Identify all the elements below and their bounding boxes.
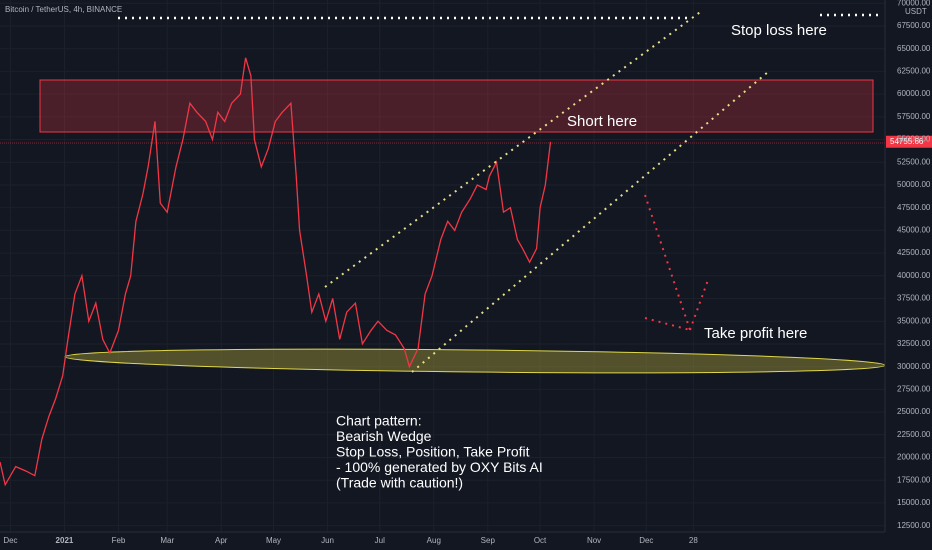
- y-tick-label: 60000.00: [897, 89, 931, 98]
- x-tick-label: Dec: [639, 536, 653, 545]
- wedge-upper: [324, 9, 704, 288]
- x-tick-label: Jul: [375, 536, 385, 545]
- x-tick-label: Nov: [587, 536, 601, 545]
- note-line: (Trade with caution!): [336, 475, 463, 491]
- y-tick-label: 45000.00: [897, 225, 931, 234]
- y-tick-label: 40000.00: [897, 271, 931, 280]
- target-arrow: [644, 194, 709, 331]
- y-tick-label: 30000.00: [897, 362, 931, 371]
- x-tick-label: May: [266, 536, 281, 545]
- y-tick-label: 12500.00: [897, 521, 931, 530]
- y-tick-label: 62500.00: [897, 67, 931, 76]
- y-tick-label: 20000.00: [897, 453, 931, 462]
- y-tick-label: 25000.00: [897, 407, 931, 416]
- series-layer: 54755.66: [0, 57, 932, 487]
- note-line: Chart pattern:: [336, 413, 422, 429]
- note-line: - 100% generated by OXY Bits AI: [336, 459, 543, 475]
- x-tick-label: Oct: [534, 536, 547, 545]
- price-line: [0, 57, 552, 487]
- y-tick-label: 55000.00: [897, 135, 931, 144]
- y-tick-label: 65000.00: [897, 44, 931, 53]
- grid: [0, 0, 885, 532]
- x-tick-label: Apr: [215, 536, 228, 545]
- y-tick-label: 15000.00: [897, 498, 931, 507]
- x-tick-label: Mar: [160, 536, 174, 545]
- y-tick-label: 17500.00: [897, 475, 931, 484]
- y-unit: USDT: [905, 7, 927, 16]
- annotation: Stop loss here: [731, 22, 827, 39]
- note-line: Bearish Wedge: [336, 428, 432, 444]
- y-tick-label: 57500.00: [897, 112, 931, 121]
- arrow-shaft: [644, 194, 691, 331]
- short-zone: [39, 79, 874, 133]
- x-tick-label: Dec: [3, 536, 17, 545]
- y-tick-label: 42500.00: [897, 248, 931, 257]
- x-tick-label: 28: [689, 536, 698, 545]
- x-tick-label: 2021: [56, 536, 74, 545]
- y-tick-label: 22500.00: [897, 430, 931, 439]
- annotation: Take profit here: [704, 325, 807, 342]
- last-price-label: 54755.66: [890, 137, 924, 146]
- annotation: Short here: [567, 113, 637, 130]
- arrow-head: [689, 279, 709, 331]
- y-tick-label: 47500.00: [897, 203, 931, 212]
- y-tick-label: 50000.00: [897, 180, 931, 189]
- y-tick-label: 32500.00: [897, 339, 931, 348]
- x-tick-label: Jun: [321, 536, 334, 545]
- wedge-lower: [411, 71, 769, 373]
- arrow-head: [644, 317, 691, 331]
- x-tick-label: Feb: [112, 536, 126, 545]
- y-tick-label: 37500.00: [897, 294, 931, 303]
- x-tick-label: Aug: [427, 536, 441, 545]
- y-tick-label: 67500.00: [897, 21, 931, 30]
- y-tick-label: 52500.00: [897, 157, 931, 166]
- y-tick-label: 35000.00: [897, 316, 931, 325]
- note-line: Stop Loss, Position, Take Profit: [336, 444, 530, 460]
- y-tick-label: 70000.00: [897, 0, 931, 7]
- chart-title: Bitcoin / TetherUS, 4h, BINANCE: [5, 5, 122, 14]
- last-price-box: [886, 135, 932, 148]
- y-tick-label: 27500.00: [897, 384, 931, 393]
- x-tick-label: Sep: [481, 536, 496, 545]
